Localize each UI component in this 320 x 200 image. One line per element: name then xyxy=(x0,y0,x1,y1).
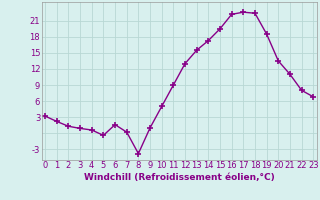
X-axis label: Windchill (Refroidissement éolien,°C): Windchill (Refroidissement éolien,°C) xyxy=(84,173,275,182)
